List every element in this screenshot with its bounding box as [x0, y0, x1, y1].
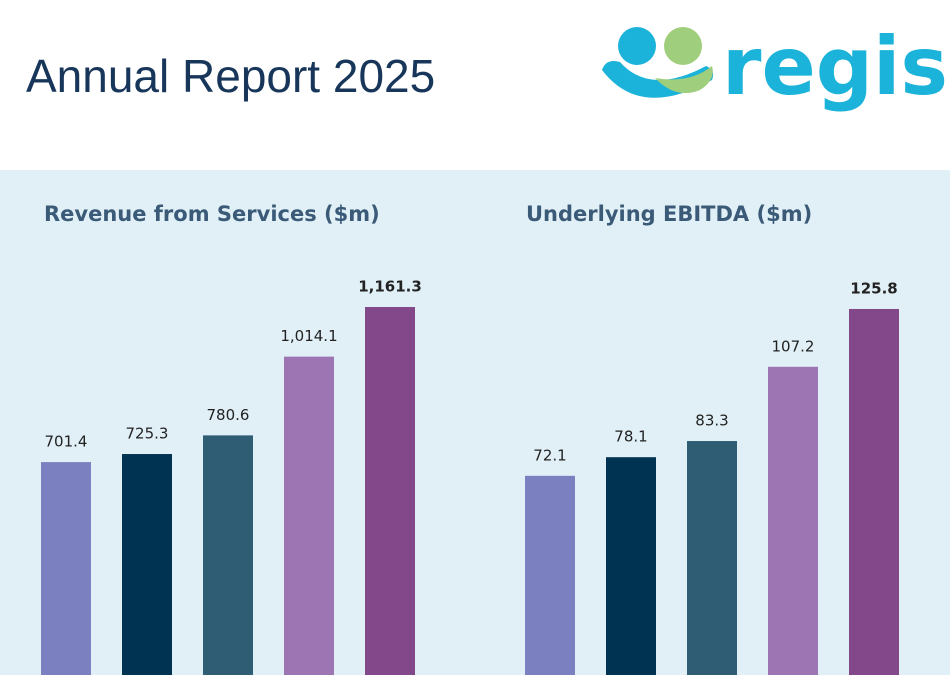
- bar: [203, 435, 253, 675]
- value-label: 725.3: [126, 425, 169, 443]
- value-label: 83.3: [695, 412, 728, 430]
- header-bg: [0, 0, 950, 170]
- report-title: Annual Report 2025: [26, 50, 435, 102]
- logo-mark: [602, 27, 714, 98]
- bar: [687, 441, 737, 675]
- bar: [41, 462, 91, 675]
- bar: [606, 457, 656, 675]
- bar: [849, 308, 899, 675]
- value-label: 780.6: [207, 406, 250, 424]
- value-label: 1,014.1: [280, 327, 337, 345]
- value-label: 78.1: [614, 428, 647, 446]
- value-label: 1,161.3: [358, 278, 422, 296]
- chart-title: Revenue from Services ($m): [44, 202, 380, 226]
- bar: [525, 475, 575, 675]
- bar: [284, 356, 334, 675]
- logo-text: regis: [722, 20, 948, 113]
- value-label: 107.2: [772, 337, 815, 355]
- value-label: 72.1: [533, 446, 566, 464]
- value-label: 125.8: [850, 279, 897, 297]
- bar: [122, 454, 172, 675]
- value-label: 701.4: [45, 433, 88, 451]
- bar: [768, 366, 818, 675]
- chart-title: Underlying EBITDA ($m): [526, 202, 812, 226]
- bar: [365, 307, 415, 675]
